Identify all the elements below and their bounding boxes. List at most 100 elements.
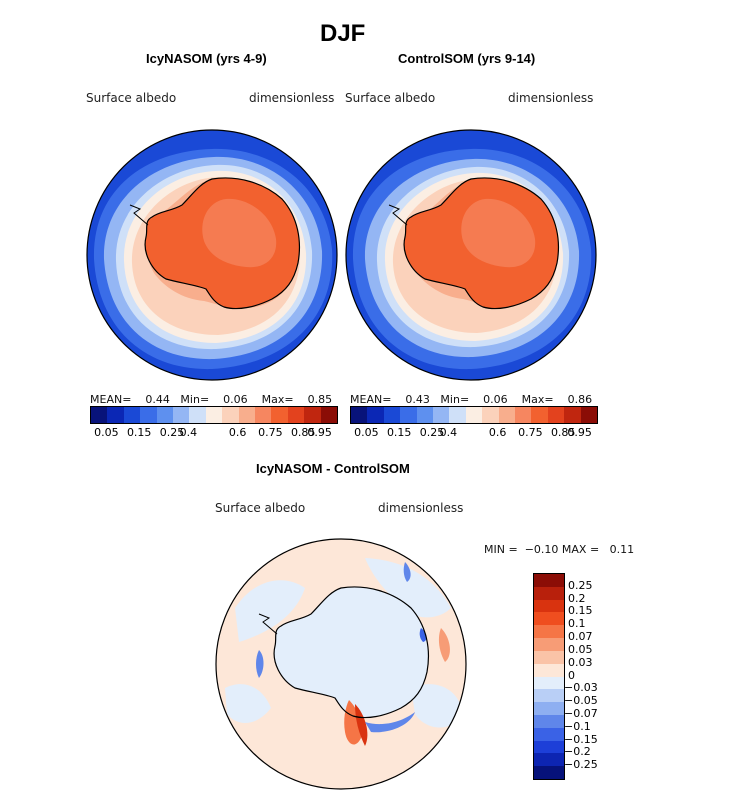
colorbar-difference [533,573,565,780]
colorbar-swatch [534,702,564,715]
colorbar-swatch [222,407,239,423]
peninsula-coast [258,613,278,635]
colorbar-swatch [416,407,434,423]
colorbar-tick-label: 0.6 [228,426,247,439]
colorbar-swatch [449,407,466,423]
antarctica-continent [274,586,429,718]
colorbar-tick-label: 0.6 [488,426,507,439]
colorbar-tick-label: −0.2 [564,745,591,759]
colorbar-tick-label: 0.85 [290,426,316,439]
panel-left-units-label: dimensionless [249,91,335,105]
colorbar-tick-label: 0.05 [94,426,119,439]
diff-positive-patch [344,700,363,745]
panel-left-stats: MEAN= 0.44 Min= 0.06 Max= 0.85 [90,393,333,406]
colorbar-swatch [123,407,141,423]
colorbar-tick-label: −0.15 [564,732,598,746]
panel-left-subtitle: IcyNASOM (yrs 4-9) [146,51,267,66]
colorbar-tick-label: 0.95 [307,426,332,439]
colorbar-swatch [534,740,564,754]
plateau-shading [202,198,277,268]
colorbar-swatch [255,407,272,423]
colorbar-tick-label: 0.25 [159,426,185,439]
colorbar-tick-label: 0.75 [258,426,283,439]
colorbar-swatch [534,727,564,741]
colorbar-swatch [433,407,450,423]
colorbar-swatch [156,407,174,423]
panel-left-variable-label: Surface albedo [86,91,177,105]
panel-right-subtitle: ControlSOM (yrs 9-14) [398,51,536,66]
colorbar-swatch [482,407,499,423]
colorbar-left [90,406,338,424]
colorbar-tick-label: −0.25 [564,758,598,772]
colorbar-tick-label: 0.15 [126,426,152,439]
colorbar-tick-label: 0.25 [419,426,445,439]
diff-negative-patch [235,580,305,642]
colorbar-tick-label: −0.03 [564,681,598,695]
map-left-albedo [86,129,338,381]
colorbar-right [350,406,598,424]
colorbar-tick-label: 0.05 [568,642,593,656]
main-title: DJF [320,20,366,47]
colorbar-swatch [498,407,516,423]
colorbar-right-ticks: 0.05 0.15 0.25 0.4 0.6 0.75 0.85 0.95 [350,426,596,440]
colorbar-swatch [534,650,564,664]
colorbar-swatch [367,407,384,423]
colorbar-swatch [320,407,338,423]
colorbar-swatch [580,407,598,423]
colorbar-swatch [534,753,564,767]
colorbar-swatch [465,407,483,423]
peninsula-coast [388,204,408,226]
map-border [345,129,597,381]
colorbar-swatch [304,407,321,423]
colorbar-swatch [271,407,288,423]
colorbar-tick-label: 0.1 [568,617,586,631]
coastline [403,177,560,310]
diff-variable-label: Surface albedo [215,501,306,515]
diff-negative-patch [365,558,451,618]
colorbar-tick-label: 0.4 [179,426,198,439]
diff-units-label: dimensionless [378,501,464,515]
map-difference [215,538,467,790]
diff-negative-patch [225,684,271,724]
colorbar-swatch [189,407,206,423]
colorbar-swatch [287,407,305,423]
colorbar-swatch [547,407,565,423]
colorbar-swatch [534,586,564,600]
colorbar-swatch [534,676,564,690]
colorbar-tick-label: 0.15 [386,426,412,439]
colorbar-tick-label: 0.75 [518,426,543,439]
peninsula-coast [129,204,149,226]
colorbar-swatch [531,407,548,423]
colorbar-swatch [564,407,581,423]
panel-right-units-label: dimensionless [508,91,594,105]
colorbar-swatch [351,407,368,423]
colorbar-swatch [173,407,190,423]
panel-right-stats: MEAN= 0.43 Min= 0.06 Max= 0.86 [350,393,593,406]
colorbar-swatch [534,638,564,651]
diff-positive-patch [355,704,368,746]
diff-positive-patch [438,628,450,662]
colorbar-swatch [91,407,108,423]
diff-negative-patch [256,650,264,678]
colorbar-swatch [534,625,564,639]
colorbar-tick-label: 0.15 [568,604,593,618]
diff-negative-patch [365,712,415,733]
coastline [144,177,301,310]
colorbar-tick-label: 0.07 [568,630,593,644]
colorbar-swatch [534,612,564,626]
colorbar-difference-ticks: 0.25 0.2 0.15 0.1 0.07 0.05 0.03 0 −0.03 −0.05 −0.… [564,573,628,778]
colorbar-swatch [383,407,401,423]
colorbar-swatch [205,407,223,423]
colorbar-tick-label: −0.07 [564,706,598,720]
colorbar-swatch [400,407,417,423]
plateau-shading [461,198,536,268]
diff-negative-patch [403,562,411,582]
colorbar-swatch [534,574,564,587]
colorbar-tick-label: 0.03 [568,655,593,669]
colorbar-tick-label: 0.4 [439,426,458,439]
diff-min-max: MIN = −0.10 MAX = 0.11 [484,543,635,556]
colorbar-left-ticks: 0.05 0.15 0.25 0.4 0.6 0.75 0.85 0.95 [90,426,336,440]
colorbar-swatch [140,407,157,423]
diff-subtitle: IcyNASOM - ControlSOM [256,461,410,476]
colorbar-swatch [534,714,564,728]
